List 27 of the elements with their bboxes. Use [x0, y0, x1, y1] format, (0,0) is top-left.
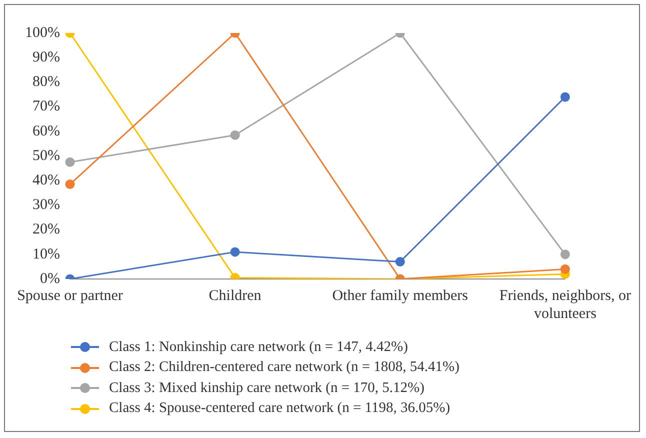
point: [230, 130, 240, 140]
point: [230, 247, 240, 257]
y-tick-label: 0%: [40, 270, 60, 287]
point: [560, 92, 570, 102]
legend-label: Class 3: Mixed kinship care network (n = 170, 5.12%): [109, 380, 424, 397]
point: [560, 264, 570, 274]
y-tick-label: 90%: [32, 50, 60, 66]
y-tick-label: 10%: [32, 246, 60, 262]
y-tick-label: 70%: [32, 98, 60, 115]
x-tick-label: Children: [208, 288, 262, 304]
point: [395, 257, 405, 267]
y-tick-label: 20%: [32, 222, 60, 238]
legend-label: Class 1: Nonkinship care network (n = 147, 4.42%): [109, 338, 408, 356]
x-tick-label: Friends, neighbors, or volunteers: [499, 288, 632, 322]
point: [65, 180, 75, 190]
point: [560, 250, 570, 260]
y-tick-label: 80%: [32, 74, 60, 90]
point: [65, 157, 75, 167]
y-tick-label: 50%: [32, 148, 60, 164]
legend-label: Class 4: Spouse-centered care network (n = 1198, 36.05%): [109, 400, 450, 418]
legend-label: Class 2: Children-centered care network (n = 1808, 54.41%): [109, 359, 460, 376]
x-tick-label: Other family members: [332, 288, 468, 304]
y-tick-label: 60%: [32, 123, 60, 140]
y-tick-label: 40%: [32, 172, 60, 189]
y-tick-label: 30%: [32, 197, 60, 214]
x-tick-label: Spouse or partner: [17, 288, 123, 304]
y-tick-label: 100%: [24, 24, 60, 41]
